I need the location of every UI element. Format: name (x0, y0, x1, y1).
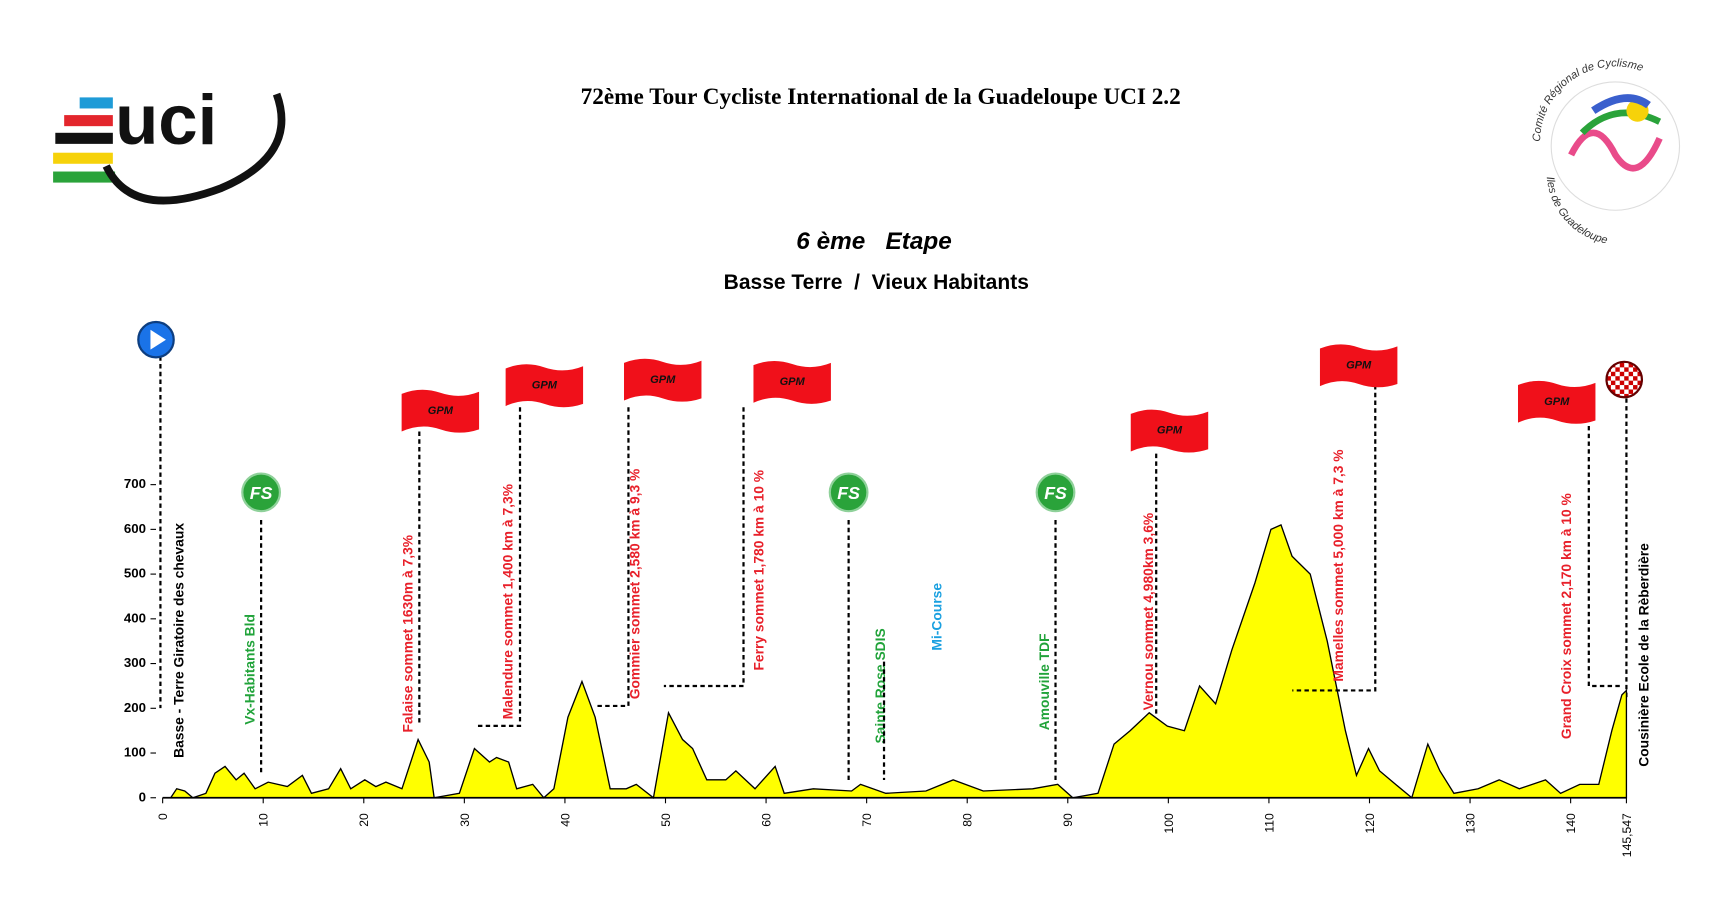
annotation-label: Falaise sommet 1630m à 7,3% (400, 535, 416, 733)
logo-shape (1591, 94, 1651, 114)
flag-label: GPM (650, 374, 676, 386)
annotation-label: Vx-Habitants Bld (241, 614, 257, 725)
chart-title: 72ème Tour Cycliste International de la … (581, 84, 1181, 110)
y-tick-label: 100 (124, 745, 146, 760)
finish-icon (1605, 360, 1644, 399)
fs-icon (1035, 472, 1076, 513)
flag-label: GPM (428, 405, 454, 417)
logo-text: Iles de Guadeloupe (1544, 176, 1609, 246)
annotation-label: Grand Croix sommet 2,170 km à 10 % (1558, 493, 1574, 739)
start-arrow (150, 329, 166, 350)
x-tick-label: 50 (659, 813, 673, 827)
flag-label: GPM (532, 379, 558, 391)
y-tick-label: 300 (124, 655, 146, 670)
gpm-flag (1517, 380, 1596, 424)
fs-icon-label: FS (837, 483, 860, 503)
gpm-flag (505, 364, 584, 408)
gpm-flag (401, 389, 480, 433)
annotation-label: Malendure sommet 1,400 km à 7,3% (499, 484, 515, 719)
route: Basse Terre / Vieux Habitants (724, 271, 1029, 294)
logo-stripe (55, 132, 113, 144)
annotation-label: Mamelles sommet 5,000 km à 7,3 % (1330, 449, 1346, 681)
x-tick-label: 100 (1162, 813, 1176, 834)
x-tick-label: 30 (458, 813, 472, 827)
logo-stripe (64, 115, 113, 127)
x-tick-label: 130 (1463, 813, 1477, 834)
x-tick-label: 120 (1363, 813, 1377, 834)
logo-stripe (53, 152, 113, 164)
logo-text-bottom: Iles de Guadeloupe (1544, 176, 1609, 246)
x-tick-label: 70 (860, 813, 874, 827)
fs-icon (241, 472, 282, 513)
y-tick-label: 200 (124, 700, 146, 715)
flag-label: GPM (780, 376, 806, 388)
x-tick-label: 40 (558, 813, 572, 827)
leader-line (1292, 385, 1377, 692)
fs-icon (828, 472, 869, 513)
annotation-label: Ferry sommet 1,780 km à 10 % (750, 470, 766, 671)
y-tick-label: 0 (139, 789, 146, 804)
annotation-label: Basse - Terre Giratoire des chevaux (171, 523, 187, 758)
x-tick-label: 145,547 (1620, 813, 1634, 857)
leader-line (663, 407, 745, 688)
x-tick-label: 20 (357, 813, 371, 827)
leader-line (476, 407, 522, 727)
logo-stripe (79, 97, 113, 109)
gpm-flag (624, 358, 702, 402)
y-tick-label: 400 (124, 610, 146, 625)
gpm-flag (1319, 344, 1398, 388)
x-tick-label: 140 (1564, 813, 1578, 834)
x-tick-label: 0 (156, 813, 170, 820)
fs-icon-label: FS (1044, 483, 1067, 503)
x-tick-label: 90 (1061, 813, 1075, 827)
gpm-flag (1130, 409, 1209, 453)
annotation-label: Gommier sommet 2,580 km à 9,3 % (627, 469, 643, 700)
uci-logo: uci (53, 81, 286, 205)
logo-stripe (53, 171, 116, 183)
annotation-label: Mi-Course (929, 583, 945, 651)
x-tick-label: 80 (961, 813, 975, 827)
y-tick-label: 500 (124, 566, 146, 581)
leader-line (597, 407, 630, 708)
annotation-label: Amouville TDF (1036, 633, 1052, 730)
finish-marker (1605, 360, 1644, 698)
gpm-flag (753, 360, 831, 404)
logo-text: uci (115, 81, 217, 160)
leader-line (1587, 425, 1624, 688)
regional-logo: Comité Régional de Cyclisme Iles de Guad… (1531, 57, 1681, 247)
x-tick-label: 10 (257, 813, 271, 827)
flag-label: GPM (1157, 425, 1183, 437)
logo-shape (1568, 129, 1663, 172)
annotation-label: Vernou sommet 4,980km 3,6% (1140, 513, 1156, 711)
y-tick-label: 600 (124, 521, 146, 536)
stage-title: 6 ème Etape (796, 228, 952, 255)
flag-label: GPM (1544, 396, 1570, 408)
elevation-profile (162, 524, 1628, 799)
x-tick-label: 110 (1262, 813, 1276, 833)
fs-icon-label: FS (250, 483, 273, 503)
flag-label: GPM (1346, 359, 1372, 371)
annotation-label: Sainte Rose SDIS (872, 628, 888, 743)
logo-ring (1550, 81, 1681, 211)
start-marker (137, 320, 175, 709)
logo-swoosh (102, 92, 286, 205)
x-tick-label: 60 (759, 813, 773, 827)
annotation-label: Cousinière Ecole de la Rèberdière (1636, 543, 1652, 767)
logo-shape (1579, 109, 1662, 136)
y-tick-label: 700 (124, 476, 146, 491)
